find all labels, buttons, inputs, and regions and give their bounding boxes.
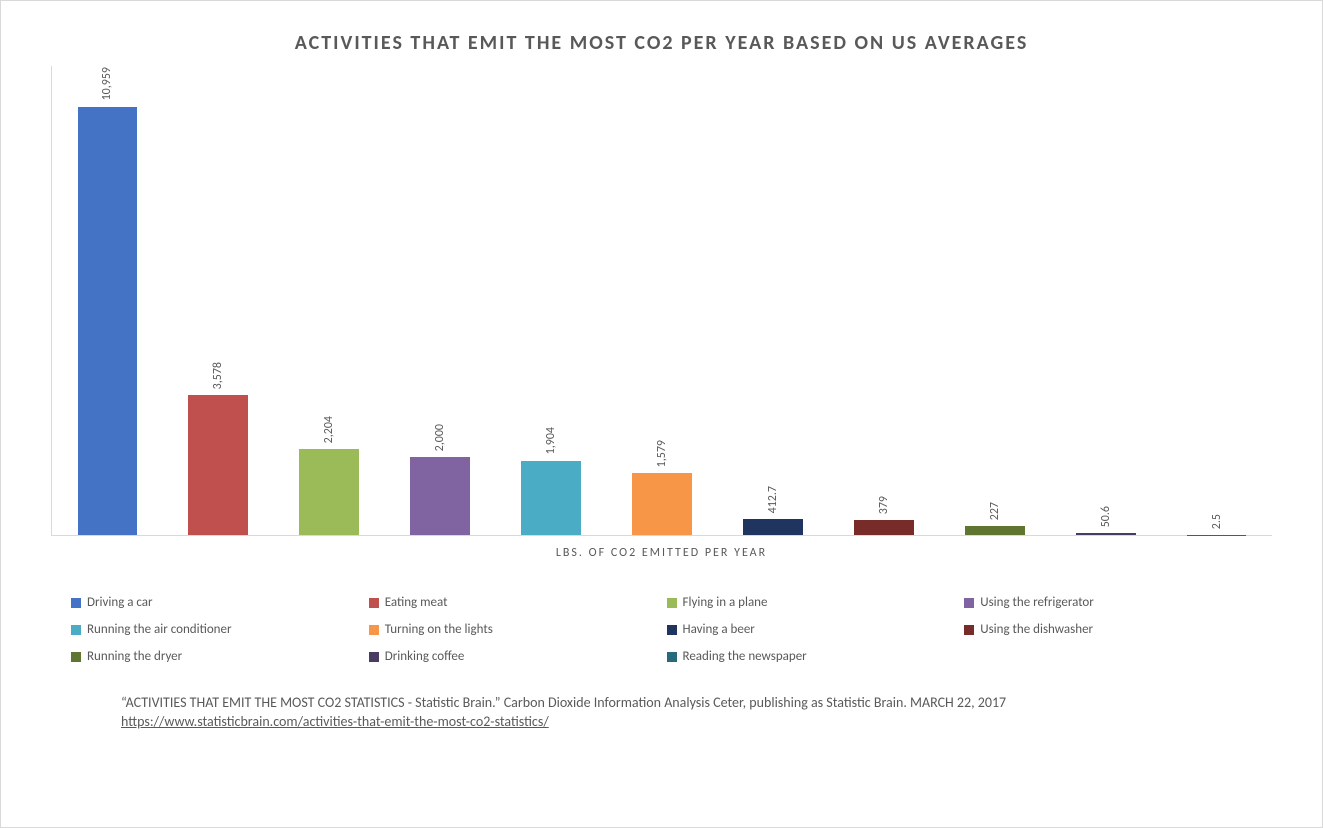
bar xyxy=(632,473,692,535)
legend-swatch xyxy=(71,652,81,662)
legend-item: Turning on the lights xyxy=(369,622,657,637)
legend-label: Having a beer xyxy=(683,622,755,637)
chart-frame: ACTIVITIES THAT EMIT THE MOST CO2 PER YE… xyxy=(0,0,1323,828)
bar xyxy=(854,520,914,535)
x-axis-title: LBS. OF CO2 EMITTED PER YEAR xyxy=(41,546,1282,560)
chart-title: ACTIVITIES THAT EMIT THE MOST CO2 PER YE… xyxy=(81,31,1242,56)
legend-label: Drinking coffee xyxy=(385,649,465,664)
legend-swatch xyxy=(667,598,677,608)
bar xyxy=(1076,533,1136,535)
citation-text: “ACTIVITIES THAT EMIT THE MOST CO2 STATI… xyxy=(121,694,1006,711)
legend-swatch xyxy=(369,652,379,662)
bar-slot: 3,578 xyxy=(163,66,274,535)
legend-item: Eating meat xyxy=(369,595,657,610)
bar-value-label: 1,904 xyxy=(544,427,558,454)
legend-label: Turning on the lights xyxy=(385,622,493,637)
bar-slot: 50.6 xyxy=(1050,66,1161,535)
citation: “ACTIVITIES THAT EMIT THE MOST CO2 STATI… xyxy=(121,694,1202,732)
plot-area: 10,959 3,578 2,204 2,000 1,904 1,579 412.7 379 2… xyxy=(51,66,1272,536)
bar-slot: 227 xyxy=(939,66,1050,535)
bar xyxy=(410,457,470,535)
bar xyxy=(299,449,359,535)
legend-swatch xyxy=(964,598,974,608)
bar-slot: 2,204 xyxy=(274,66,385,535)
legend-item: Running the dryer xyxy=(71,649,359,664)
legend-label: Eating meat xyxy=(385,595,448,610)
bar xyxy=(965,526,1025,535)
bar-slot: 1,579 xyxy=(607,66,718,535)
bar-value-label: 1,579 xyxy=(655,440,669,467)
bar-value-label: 227 xyxy=(988,502,1002,520)
legend-label: Using the dishwasher xyxy=(980,622,1093,637)
bar-value-label: 2.5 xyxy=(1210,514,1224,529)
legend: Driving a car Eating meat Flying in a plan… xyxy=(71,595,1252,664)
bar-value-label: 10,959 xyxy=(100,67,114,100)
legend-label: Reading the newspaper xyxy=(683,649,807,664)
legend-item: Flying in a plane xyxy=(667,595,955,610)
plot-axes: 10,959 3,578 2,204 2,000 1,904 1,579 412.7 379 2… xyxy=(51,66,1272,536)
bar xyxy=(78,107,138,535)
legend-item: Using the dishwasher xyxy=(964,622,1252,637)
legend-swatch xyxy=(369,598,379,608)
bar xyxy=(521,461,581,535)
legend-label: Running the dryer xyxy=(87,649,182,664)
legend-label: Flying in a plane xyxy=(683,595,768,610)
bar-value-label: 50.6 xyxy=(1099,506,1113,527)
legend-item: Driving a car xyxy=(71,595,359,610)
legend-swatch xyxy=(369,625,379,635)
bar-slot: 379 xyxy=(828,66,939,535)
legend-swatch xyxy=(667,652,677,662)
bar-group: 10,959 3,578 2,204 2,000 1,904 1,579 412.7 379 2… xyxy=(52,66,1272,535)
bar-slot: 2.5 xyxy=(1161,66,1272,535)
bar-slot: 10,959 xyxy=(52,66,163,535)
legend-item: Running the air conditioner xyxy=(71,622,359,637)
legend-swatch xyxy=(71,598,81,608)
legend-item: Having a beer xyxy=(667,622,955,637)
legend-label: Running the air conditioner xyxy=(87,622,232,637)
bar-slot: 412.7 xyxy=(717,66,828,535)
legend-item: Using the refrigerator xyxy=(964,595,1252,610)
legend-swatch xyxy=(964,625,974,635)
legend-swatch xyxy=(71,625,81,635)
bar-value-label: 2,204 xyxy=(322,416,336,443)
bar xyxy=(188,395,248,535)
legend-swatch xyxy=(667,625,677,635)
legend-label: Using the refrigerator xyxy=(980,595,1094,610)
citation-link[interactable]: https://www.statisticbrain.com/activitie… xyxy=(121,713,549,730)
bar-slot: 2,000 xyxy=(385,66,496,535)
bar-value-label: 379 xyxy=(877,496,891,514)
bar-value-label: 3,578 xyxy=(211,362,225,389)
bar-value-label: 2,000 xyxy=(433,424,447,451)
legend-label: Driving a car xyxy=(87,595,153,610)
bar-value-label: 412.7 xyxy=(766,486,780,513)
legend-item: Reading the newspaper xyxy=(667,649,955,664)
bar xyxy=(743,519,803,535)
legend-item: Drinking coffee xyxy=(369,649,657,664)
bar-slot: 1,904 xyxy=(496,66,607,535)
